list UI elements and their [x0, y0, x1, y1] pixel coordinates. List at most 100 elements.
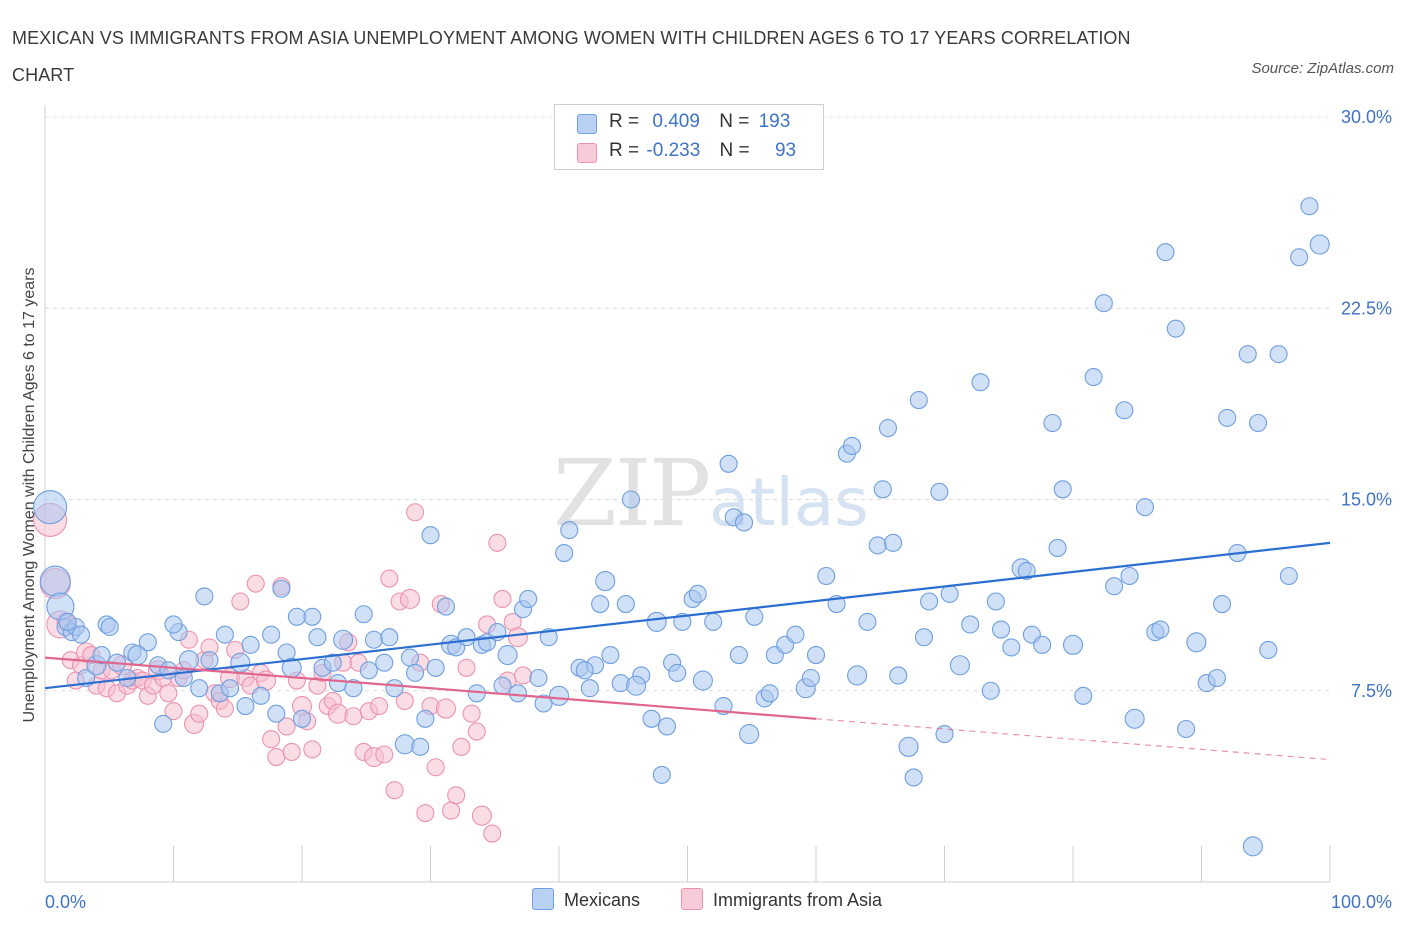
mexican-point: [364, 630, 384, 649]
asia-trend-line: [44, 656, 817, 720]
legend-label: Immigrants from Asia: [713, 890, 883, 910]
mexican-point: [868, 536, 887, 555]
mexican-point: [92, 645, 111, 665]
mexican-point: [1186, 632, 1207, 653]
mexican-point: [560, 521, 579, 540]
mexican-point: [100, 617, 119, 637]
mexican-point: [323, 653, 342, 672]
asia-point: [395, 691, 414, 711]
blue-swatch: [577, 114, 597, 134]
mexican-point: [1084, 368, 1103, 387]
mexican-point: [1017, 561, 1036, 580]
mexican-point: [436, 597, 455, 616]
mexican-point: [1048, 538, 1067, 558]
mexican-point: [272, 579, 291, 598]
mexican-point: [493, 676, 512, 695]
mexican-point: [354, 605, 373, 624]
mexican-point: [704, 612, 723, 631]
asia-point: [262, 730, 281, 749]
mexican-point: [215, 625, 234, 644]
chart-title: MEXICAN VS IMMIGRANTS FROM ASIA UNEMPLOY…: [12, 28, 1131, 85]
blue-swatch: [532, 888, 554, 910]
mexican-point: [267, 704, 286, 723]
y-tick-label: 30.0%: [1341, 107, 1392, 127]
mexican-point: [195, 587, 214, 606]
n-value: 193: [758, 111, 791, 132]
mexican-point: [426, 658, 445, 677]
n-value: 93: [774, 140, 797, 161]
mexican-point: [949, 655, 970, 676]
correlation-legend: R = 0.409 N = 193 R = -0.233 N = 93: [554, 104, 824, 170]
mexican-point: [719, 454, 738, 473]
mexican-point: [940, 584, 959, 603]
legend-row-text: R = -0.233 N = 93: [609, 140, 796, 162]
mexican-point: [190, 679, 209, 698]
mexican-point: [39, 565, 71, 597]
mexican-point: [986, 592, 1005, 611]
asia-point: [159, 684, 178, 703]
mexican-point: [1248, 413, 1268, 433]
x-tick-label: 100.0%: [1331, 892, 1392, 912]
mexican-point: [1135, 498, 1155, 517]
legend-row-text: R = 0.409 N = 193: [609, 111, 790, 133]
asia-point: [467, 722, 486, 741]
mexican-point: [847, 665, 868, 686]
mexican-point: [1094, 294, 1113, 313]
mexican-point: [411, 737, 430, 756]
mexican-point: [421, 526, 440, 545]
mexican-point: [1242, 836, 1263, 857]
mexican-point: [878, 419, 898, 438]
mexican-point: [1115, 401, 1134, 420]
asia-point: [435, 698, 456, 719]
asia-point: [416, 804, 435, 823]
mexican-point: [400, 648, 419, 667]
mexican-point: [961, 615, 980, 634]
mexican-point: [154, 714, 173, 733]
mexican-point: [178, 650, 199, 671]
asia-point: [215, 699, 234, 718]
mexican-point: [668, 663, 687, 682]
asia-point: [452, 737, 471, 756]
mexican-point: [971, 373, 990, 392]
mexican-point: [739, 724, 760, 745]
asia-point: [471, 805, 492, 826]
mexican-point: [1269, 345, 1288, 364]
mexican-point: [909, 390, 928, 410]
mexican-point: [1033, 635, 1052, 654]
pink-swatch: [577, 143, 597, 163]
mexican-point: [164, 615, 183, 634]
y-tick-label: 7.5%: [1351, 681, 1392, 701]
mexican-point: [692, 670, 713, 691]
mexican-point: [616, 594, 635, 614]
mexican-point: [1207, 668, 1226, 688]
asia-point: [282, 742, 301, 762]
mexican-point: [1259, 640, 1278, 660]
mexican-point: [1290, 248, 1309, 267]
mexican-point: [394, 734, 415, 755]
asia-point: [447, 786, 466, 805]
mexican-point: [457, 628, 476, 647]
mexican-point: [1062, 634, 1084, 655]
asia-point: [375, 745, 394, 764]
mexican-point: [1238, 345, 1257, 364]
asia-point: [231, 592, 250, 611]
asia-point: [303, 740, 322, 759]
asia-point: [267, 747, 286, 767]
asia-point: [457, 658, 476, 677]
mexican-point: [889, 666, 908, 685]
series-mexicans: [33, 197, 1330, 857]
n-label: N =: [719, 140, 750, 161]
mexican-point: [71, 625, 91, 644]
mexican-point: [406, 663, 425, 682]
mexican-point: [646, 611, 667, 632]
mexican-point: [904, 768, 923, 787]
asia-point: [399, 588, 420, 610]
mexican-point: [1279, 566, 1298, 586]
asia-point: [406, 503, 425, 522]
mexican-point: [555, 543, 574, 563]
asia-point: [483, 824, 502, 843]
mexican-point: [380, 628, 399, 647]
watermark-sub: atlas: [709, 464, 869, 541]
mexican-point: [200, 651, 219, 670]
asia-point: [507, 627, 528, 648]
